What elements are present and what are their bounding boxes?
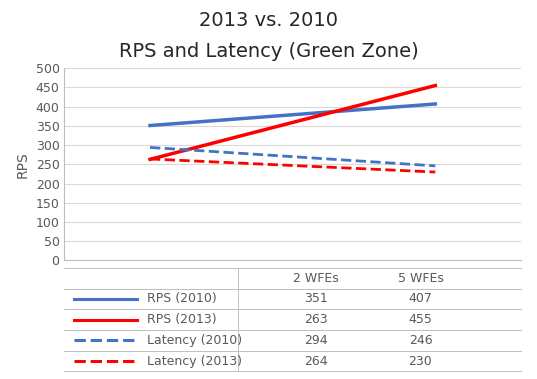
Text: 246: 246 [409, 334, 432, 347]
Text: 351: 351 [303, 293, 328, 305]
Text: 407: 407 [409, 293, 432, 305]
Text: Latency (2013): Latency (2013) [147, 355, 242, 368]
Text: 263: 263 [304, 313, 327, 326]
Text: 2013 vs. 2010: 2013 vs. 2010 [199, 11, 338, 30]
Text: 455: 455 [409, 313, 432, 326]
Text: 2 WFEs: 2 WFEs [293, 272, 338, 285]
Text: 5 WFEs: 5 WFEs [397, 272, 444, 285]
Text: 230: 230 [409, 355, 432, 368]
Text: 264: 264 [304, 355, 327, 368]
Text: Latency (2010): Latency (2010) [147, 334, 242, 347]
Y-axis label: RPS: RPS [16, 151, 30, 178]
Text: RPS (2013): RPS (2013) [147, 313, 216, 326]
Text: RPS and Latency (Green Zone): RPS and Latency (Green Zone) [119, 42, 418, 61]
Text: RPS (2010): RPS (2010) [147, 293, 216, 305]
Text: 294: 294 [304, 334, 327, 347]
